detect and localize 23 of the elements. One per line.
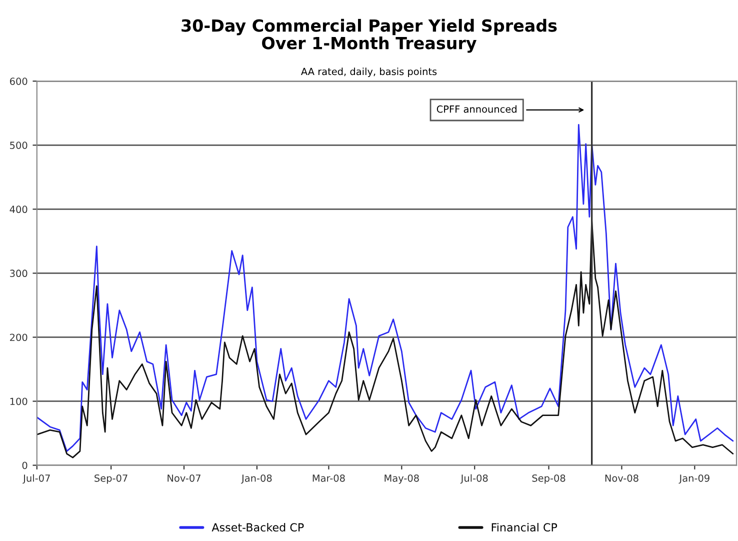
- y-tick-label: 600: [10, 78, 28, 85]
- chart-title: 30-Day Commercial Paper Yield Spreads Over 1-Month Treasury: [182, 18, 557, 53]
- x-tick-label: Nov-07: [168, 474, 200, 482]
- x-tick-label: Sep-07: [94, 474, 128, 484]
- ref-line-label: CPFF announced: [436, 105, 516, 113]
- x-tick-label: Jan-09: [678, 474, 710, 484]
- y-tick-label: 500: [10, 142, 28, 149]
- chart-subtitle: AA rated, daily, basis points: [301, 68, 437, 78]
- y-tick-label: 400: [10, 206, 28, 214]
- x-tick-label: May-08: [384, 474, 419, 484]
- x-tick-label: Jul-08: [460, 474, 488, 484]
- legend-label: Asset-Backed CP: [212, 522, 304, 532]
- x-tick-label: Mar-08: [312, 474, 345, 482]
- y-tick-label: 100: [10, 398, 28, 406]
- line-series: [36, 124, 734, 452]
- x-tick-label: Jul-07: [22, 474, 50, 484]
- x-tick-label: Sep-08: [532, 474, 566, 484]
- x-tick-label: Jan-08: [241, 474, 272, 484]
- y-tick-label: 200: [10, 334, 28, 342]
- x-tick-label: Nov-08: [605, 474, 638, 482]
- y-tick-label: 300: [10, 270, 28, 278]
- y-tick-label: 0: [22, 462, 28, 470]
- legend-label: Financial CP: [492, 522, 558, 532]
